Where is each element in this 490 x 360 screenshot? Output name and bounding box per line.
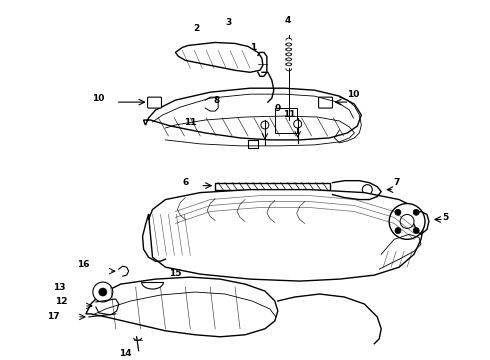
Circle shape	[389, 203, 425, 239]
Text: 10: 10	[347, 90, 360, 99]
Text: 5: 5	[443, 213, 449, 222]
Text: 6: 6	[182, 178, 189, 187]
Text: 9: 9	[274, 104, 281, 113]
Text: 2: 2	[193, 24, 199, 33]
Text: 14: 14	[120, 349, 132, 358]
Text: 8: 8	[213, 96, 220, 105]
FancyBboxPatch shape	[147, 97, 162, 108]
Circle shape	[294, 120, 302, 128]
Bar	[215, 183, 329, 190]
Text: 13: 13	[53, 283, 65, 292]
Text: 7: 7	[393, 178, 399, 187]
Text: 11: 11	[184, 117, 196, 126]
Circle shape	[395, 228, 401, 234]
Text: 15: 15	[169, 269, 182, 278]
Text: 17: 17	[47, 312, 59, 321]
Circle shape	[99, 288, 107, 296]
Bar	[275, 108, 297, 133]
Text: 11: 11	[284, 109, 296, 118]
Polygon shape	[175, 42, 263, 72]
Polygon shape	[144, 88, 361, 140]
Polygon shape	[148, 190, 424, 281]
Circle shape	[400, 215, 414, 228]
FancyBboxPatch shape	[318, 97, 333, 108]
Circle shape	[93, 282, 113, 302]
Text: 4: 4	[285, 16, 291, 25]
Circle shape	[413, 228, 419, 234]
Polygon shape	[86, 277, 278, 337]
Text: 3: 3	[225, 18, 231, 27]
Text: 16: 16	[76, 260, 89, 269]
Circle shape	[362, 185, 372, 195]
Text: 1: 1	[250, 43, 256, 52]
Text: 10: 10	[92, 94, 104, 103]
Text: 12: 12	[55, 297, 67, 306]
Circle shape	[395, 209, 401, 215]
Circle shape	[261, 121, 269, 129]
Circle shape	[413, 209, 419, 215]
